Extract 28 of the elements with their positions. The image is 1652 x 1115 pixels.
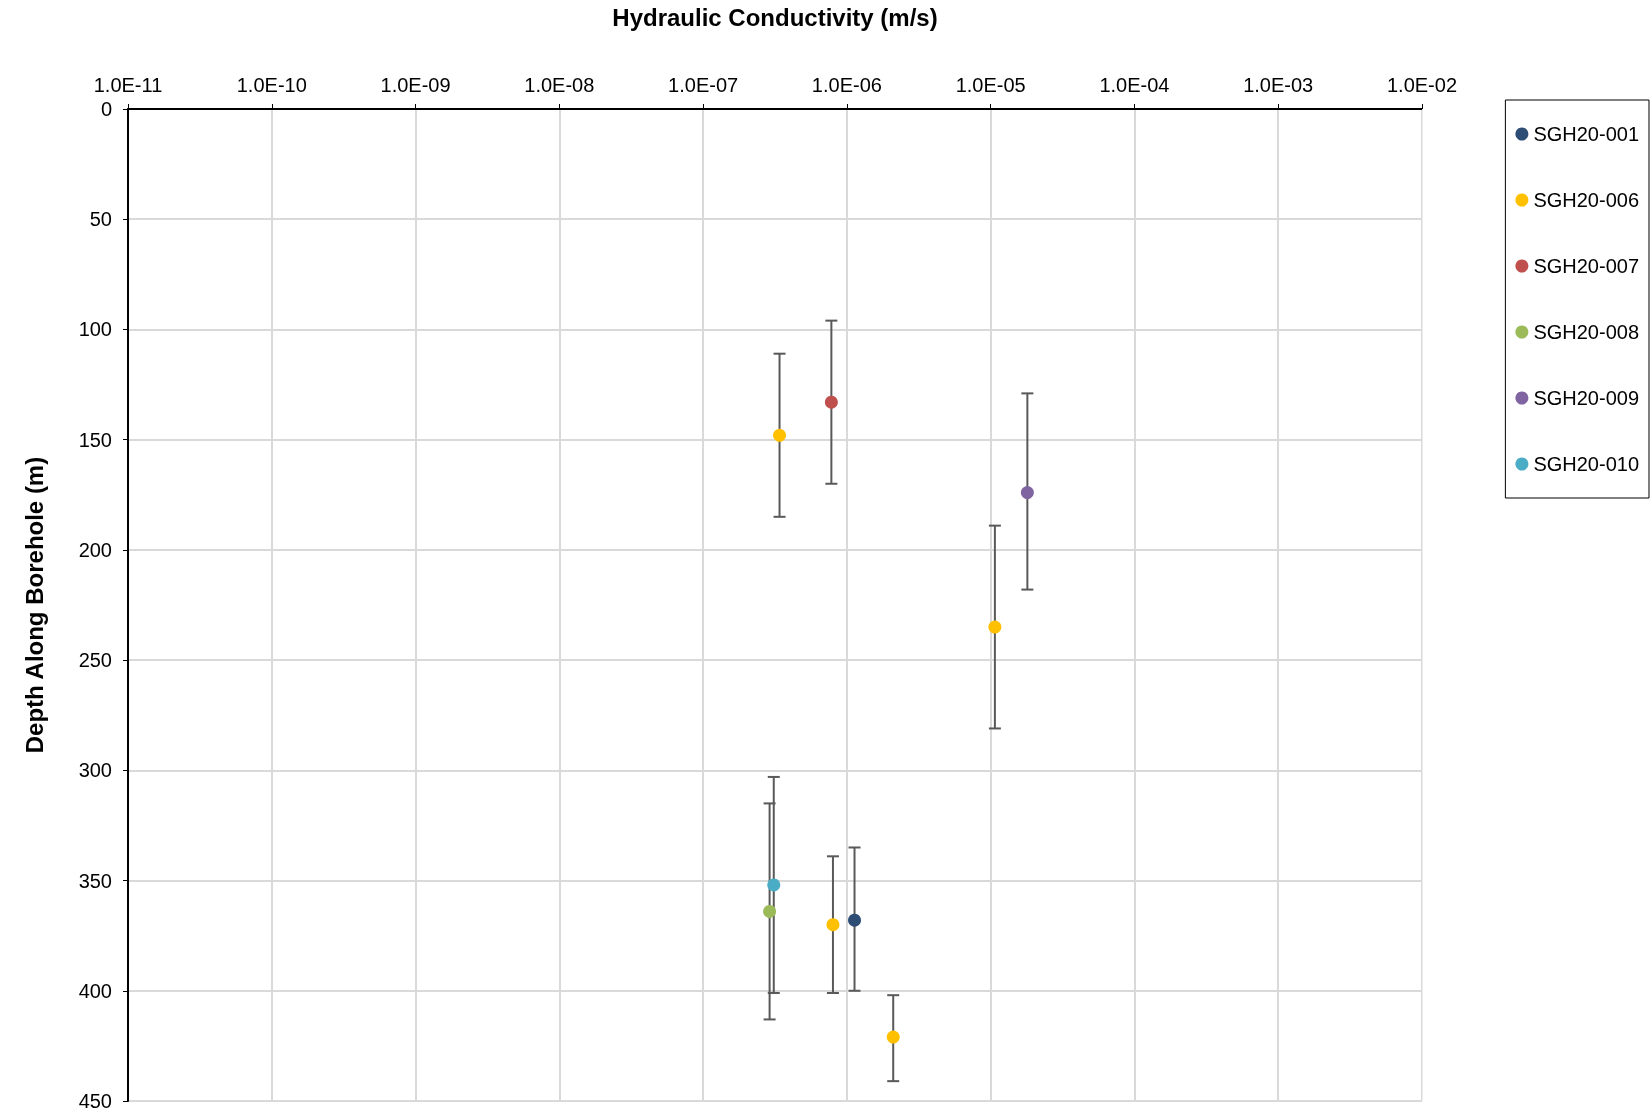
y-tick-label: 350 [78,869,112,892]
x-tick-label: 1.0E-11 [93,74,163,96]
x-tick-label: 1.0E-02 [1386,74,1458,96]
x-tick-label: 1.0E-07 [668,74,739,96]
legend-label: SGH20-001 [1533,123,1640,145]
legend-label: SGH20-006 [1533,189,1640,211]
legend-label: SGH20-009 [1533,387,1640,409]
x-axis-title: Hydraulic Conductivity (m/s) [612,3,938,31]
x-tick-label: 1.0E-08 [524,74,595,96]
legend-label: SGH20-010 [1533,453,1640,475]
y-tick-label: 150 [78,428,112,451]
y-tick-label: 200 [78,538,112,561]
legend-label: SGH20-007 [1533,255,1640,277]
y-tick-label: 250 [78,649,112,672]
y-tick-label: 0 [100,98,112,120]
y-tick-label: 300 [78,759,112,782]
y-tick-label: 100 [78,318,112,341]
legend-label: SGH20-008 [1533,321,1640,343]
y-axis-title: Depth Along Borehole (m) [20,456,48,754]
y-tick-label: 400 [78,979,112,1002]
x-tick-label: 1.0E-09 [380,74,451,96]
x-tick-label: 1.0E-06 [811,74,882,96]
x-tick-label: 1.0E-05 [955,74,1026,96]
x-tick-label: 1.0E-04 [1099,74,1170,96]
y-tick-label: 450 [78,1090,112,1112]
x-tick-label: 1.0E-03 [1243,74,1314,96]
x-tick-label: 1.0E-10 [236,74,307,96]
y-tick-label: 50 [89,208,112,231]
